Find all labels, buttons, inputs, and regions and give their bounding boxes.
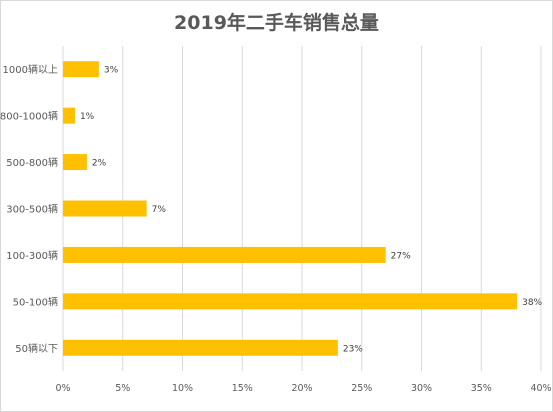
data-label: 3% [104, 66, 119, 76]
x-tick-label: 30% [411, 383, 432, 394]
category-label: 1000辆以上 [3, 63, 58, 76]
x-tick-label: 40% [530, 383, 551, 394]
data-label: 27% [391, 251, 411, 261]
data-label: 23% [343, 344, 363, 354]
category-label: 300-500辆 [6, 203, 58, 216]
x-tick-label: 35% [471, 383, 492, 394]
data-label: 7% [152, 205, 167, 215]
labels: 0% 5% 10% 15% 20% 25% 30% 35% 40% 1000辆以上 3% 800-10… [0, 63, 552, 394]
chart-title: 2019年二手车销售总量 [174, 12, 379, 34]
category-label: 50-100辆 [13, 295, 58, 308]
bar [63, 246, 386, 263]
bar [63, 339, 338, 356]
category-label: 800-1000辆 [0, 110, 58, 123]
category-label: 500-800辆 [6, 156, 58, 169]
data-label: 38% [522, 298, 542, 308]
grid-lines [62, 46, 542, 371]
bar [63, 107, 75, 124]
x-tick-label: 10% [172, 383, 193, 394]
data-label: 1% [80, 112, 95, 122]
data-label: 2% [92, 159, 107, 169]
x-tick-label: 15% [232, 383, 253, 394]
bar [63, 61, 99, 78]
bar [63, 154, 87, 171]
category-label: 50辆以下 [15, 342, 58, 355]
category-label: 100-300辆 [6, 249, 58, 262]
bars [63, 61, 518, 356]
x-tick-label: 5% [115, 383, 130, 394]
x-tick-label: 25% [351, 383, 372, 394]
bar [63, 200, 147, 217]
bar [63, 293, 518, 310]
x-tick-label: 0% [55, 383, 70, 394]
x-tick-label: 20% [291, 383, 312, 394]
